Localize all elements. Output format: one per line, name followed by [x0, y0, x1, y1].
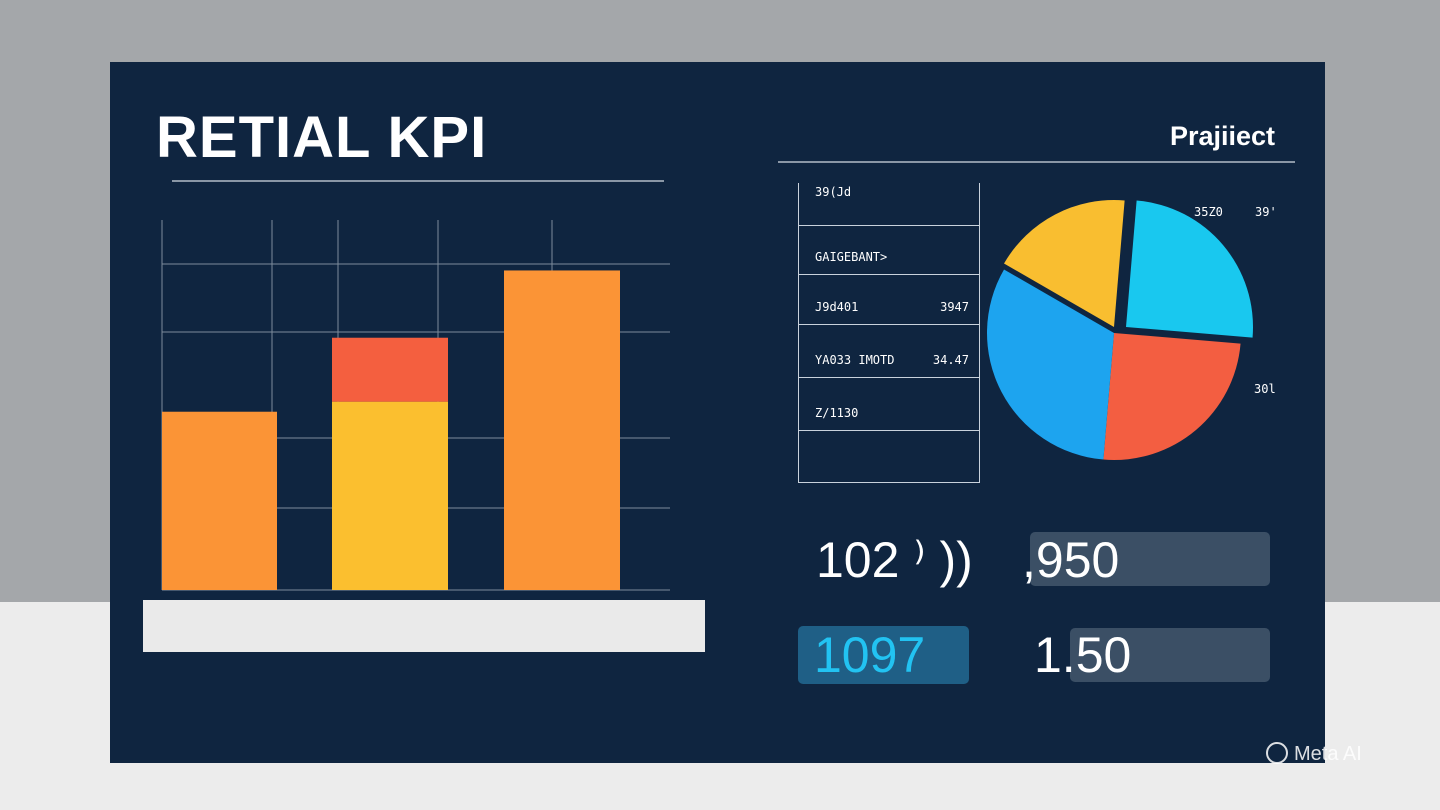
table-row-label: YA033 IMOTD: [815, 353, 895, 367]
kpi-value-3: 1097: [814, 627, 926, 683]
bar-base-1: [162, 411, 277, 590]
table-row-label: GAIGEBANT>: [815, 250, 888, 264]
bar-chart: [162, 270, 620, 590]
kpi-value-2: ,950: [1022, 532, 1120, 588]
kpi-bar-highlight: [798, 626, 969, 684]
bar-base-2: [332, 401, 448, 590]
bar-base-3: [504, 270, 620, 590]
title-divider: [172, 180, 664, 182]
table-row-label: 39(Jd: [815, 185, 852, 199]
kpi-bar-2: [1070, 628, 1270, 682]
pie-slice-blue: [987, 269, 1114, 460]
watermark: Meta AI: [1266, 742, 1362, 766]
table-row-label: Z/1130: [815, 406, 859, 420]
watermark-text: Meta AI: [1294, 743, 1362, 765]
bar-chart-footer-strip: [143, 600, 705, 652]
table-row-label: J9d401: [815, 300, 859, 314]
kpi-value-4: 1.50: [1034, 627, 1132, 683]
pie-label-top-a: 35Z0: [1194, 205, 1223, 219]
kpi-value-1: 102 ⁾ )): [816, 532, 973, 588]
pie-label-right: 30l: [1254, 382, 1276, 396]
project-divider: [778, 161, 1295, 163]
pie-slice-cyan: [1126, 200, 1253, 338]
table-row: YA033 IMOTD 34.47: [799, 325, 979, 378]
table-row: 39(Jd: [799, 183, 979, 226]
table-row: [799, 431, 979, 483]
dashboard-title: RETIAL KPI: [156, 105, 488, 170]
pie-slice-red: [1103, 333, 1241, 460]
table-row-value: 34.47: [932, 353, 969, 367]
project-title: Prajiiect: [1169, 121, 1275, 151]
bar-top-2: [332, 337, 448, 402]
table-row: GAIGEBANT>: [799, 226, 979, 275]
table-row: J9d401 3947: [799, 275, 979, 325]
pie-chart: [987, 200, 1253, 460]
pie-slice-yellow: [1004, 200, 1125, 327]
project-table: 39(Jd GAIGEBANT> J9d401 3947 YA033 IMOTD 34.4…: [798, 183, 980, 483]
kpi-bar-1: [1030, 532, 1270, 586]
pie-label-top-b: 39': [1255, 205, 1277, 219]
table-row: Z/1130: [799, 378, 979, 431]
table-row-value: 3947: [940, 300, 969, 314]
meta-ai-ring-icon: [1266, 742, 1288, 764]
